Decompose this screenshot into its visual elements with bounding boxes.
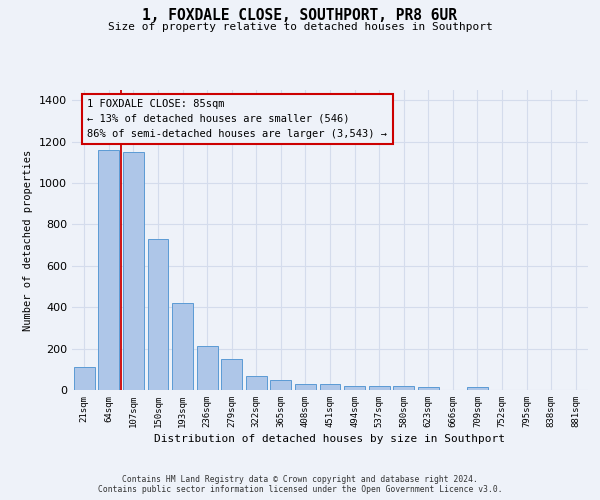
Bar bbox=[148, 239, 169, 390]
Bar bbox=[344, 386, 365, 390]
Bar bbox=[271, 380, 292, 390]
Bar bbox=[197, 346, 218, 390]
Text: Contains HM Land Registry data © Crown copyright and database right 2024.
Contai: Contains HM Land Registry data © Crown c… bbox=[98, 474, 502, 494]
Bar bbox=[98, 150, 119, 390]
Bar bbox=[418, 387, 439, 390]
Bar bbox=[295, 384, 316, 390]
Bar bbox=[368, 386, 389, 390]
Bar bbox=[467, 387, 488, 390]
Bar bbox=[172, 303, 193, 390]
Bar bbox=[320, 384, 340, 390]
Bar bbox=[221, 359, 242, 390]
Text: Size of property relative to detached houses in Southport: Size of property relative to detached ho… bbox=[107, 22, 493, 32]
Text: 1, FOXDALE CLOSE, SOUTHPORT, PR8 6UR: 1, FOXDALE CLOSE, SOUTHPORT, PR8 6UR bbox=[143, 8, 458, 22]
X-axis label: Distribution of detached houses by size in Southport: Distribution of detached houses by size … bbox=[155, 434, 505, 444]
Bar bbox=[74, 367, 95, 390]
Y-axis label: Number of detached properties: Number of detached properties bbox=[23, 150, 34, 330]
Bar bbox=[123, 152, 144, 390]
Text: 1 FOXDALE CLOSE: 85sqm
← 13% of detached houses are smaller (546)
86% of semi-de: 1 FOXDALE CLOSE: 85sqm ← 13% of detached… bbox=[88, 99, 388, 138]
Bar bbox=[246, 376, 267, 390]
Bar bbox=[393, 386, 414, 390]
